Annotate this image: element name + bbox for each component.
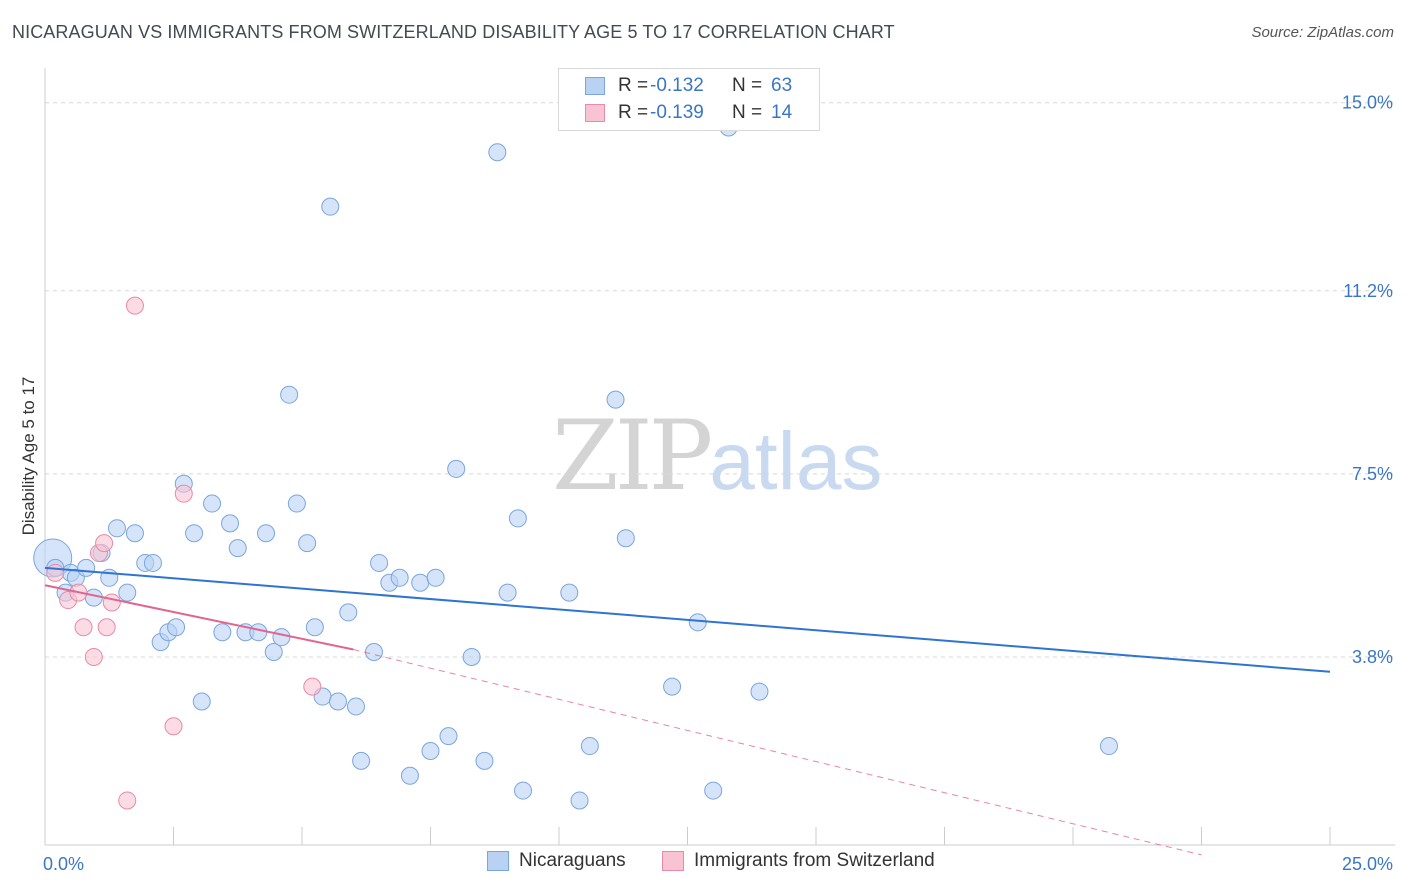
r-value: -0.139 — [650, 102, 704, 123]
data-point — [125, 524, 144, 543]
series-switzerland — [46, 296, 322, 810]
trend-lines — [44, 566, 1331, 856]
data-point — [580, 737, 599, 756]
data-point — [174, 484, 193, 503]
data-point — [272, 628, 291, 647]
y-tick-label: 11.2% — [1343, 281, 1393, 301]
data-point — [77, 558, 96, 577]
swatch-nicaraguans — [585, 77, 605, 95]
data-point — [303, 677, 322, 696]
data-point — [390, 568, 409, 587]
data-point — [107, 519, 126, 538]
data-point — [560, 583, 579, 602]
data-point — [488, 143, 507, 162]
data-point — [616, 529, 635, 548]
data-point — [514, 781, 533, 800]
data-point — [570, 791, 589, 810]
y-tick-label: 3.8% — [1352, 647, 1393, 667]
trend-line-switzerland-extension — [353, 649, 1202, 856]
stats-legend: R = -0.132 N = 63 R = -0.139 N = 14 — [558, 68, 820, 131]
y-axis-title: Disability Age 5 to 17 — [19, 377, 38, 536]
data-point — [750, 682, 769, 701]
n-label: N = — [732, 75, 763, 96]
data-point — [328, 692, 347, 711]
series-legend: Nicaraguans Immigrants from Switzerland — [0, 850, 1406, 878]
data-point — [400, 766, 419, 785]
n-value: 63 — [771, 75, 793, 96]
data-point — [298, 534, 317, 553]
source-label: Source: ZipAtlas.com — [1251, 24, 1394, 41]
data-point — [264, 643, 283, 662]
data-point — [249, 623, 268, 642]
data-point — [167, 618, 186, 637]
data-point — [74, 618, 93, 637]
data-point — [447, 459, 466, 478]
data-point — [352, 751, 371, 770]
data-point — [704, 781, 723, 800]
data-point — [257, 524, 276, 543]
data-point — [305, 618, 324, 637]
data-point — [606, 390, 625, 409]
data-point — [426, 568, 445, 587]
data-point — [1099, 737, 1118, 756]
r-label: R = — [618, 75, 649, 96]
data-point — [97, 618, 116, 637]
data-point — [508, 509, 527, 528]
r-value: -0.132 — [650, 75, 704, 96]
data-point — [143, 553, 162, 572]
data-point — [370, 553, 389, 572]
data-point — [46, 563, 65, 582]
data-point — [102, 593, 121, 612]
data-point — [364, 643, 383, 662]
data-point — [95, 534, 114, 553]
grid-lines — [45, 102, 1395, 658]
data-point — [339, 603, 358, 622]
data-point — [280, 385, 299, 404]
series-nicaraguans — [33, 118, 1118, 810]
legend-swatch-switzerland — [662, 851, 684, 871]
data-point — [688, 613, 707, 632]
data-point — [192, 692, 211, 711]
y-tick-label: 7.5% — [1352, 464, 1393, 484]
data-point — [213, 623, 232, 642]
data-point — [203, 494, 222, 513]
legend-label-switzerland: Immigrants from Switzerland — [694, 850, 935, 871]
data-point — [221, 514, 240, 533]
legend-label-nicaraguans: Nicaraguans — [519, 850, 626, 871]
trend-line-nicaraguans — [44, 566, 1331, 673]
chart-title: NICARAGUAN VS IMMIGRANTS FROM SWITZERLAN… — [12, 22, 895, 42]
data-point — [498, 583, 517, 602]
data-point — [663, 677, 682, 696]
legend-swatch-nicaraguans — [487, 851, 509, 871]
data-point — [287, 494, 306, 513]
axes — [44, 68, 1395, 846]
legend-item-switzerland: Immigrants from Switzerland — [662, 850, 935, 872]
r-label: R = — [618, 102, 649, 123]
data-point — [118, 791, 137, 810]
data-point — [185, 524, 204, 543]
x-tick-label: 0.0% — [43, 854, 84, 874]
data-point — [84, 647, 103, 666]
trend-line-switzerland — [44, 584, 354, 651]
legend-item-nicaraguans: Nicaraguans — [487, 850, 626, 872]
x-tick-label: 25.0% — [1342, 854, 1393, 874]
n-value: 14 — [771, 102, 793, 123]
data-point — [421, 741, 440, 760]
data-point — [475, 751, 494, 770]
data-point — [346, 697, 365, 716]
data-point — [125, 296, 144, 315]
y-tick-label: 15.0% — [1342, 93, 1393, 113]
data-point — [164, 717, 183, 736]
n-label: N = — [732, 102, 763, 123]
axis-labels: 3.8% 7.5% 11.2% 15.0% 0.0% 25.0% Disability Ag… — [19, 93, 1393, 874]
data-point — [228, 539, 247, 558]
data-point — [439, 727, 458, 746]
data-point — [321, 197, 340, 216]
data-point — [411, 573, 430, 592]
data-point — [118, 583, 137, 602]
data-point — [462, 647, 481, 666]
swatch-switzerland — [585, 104, 605, 122]
